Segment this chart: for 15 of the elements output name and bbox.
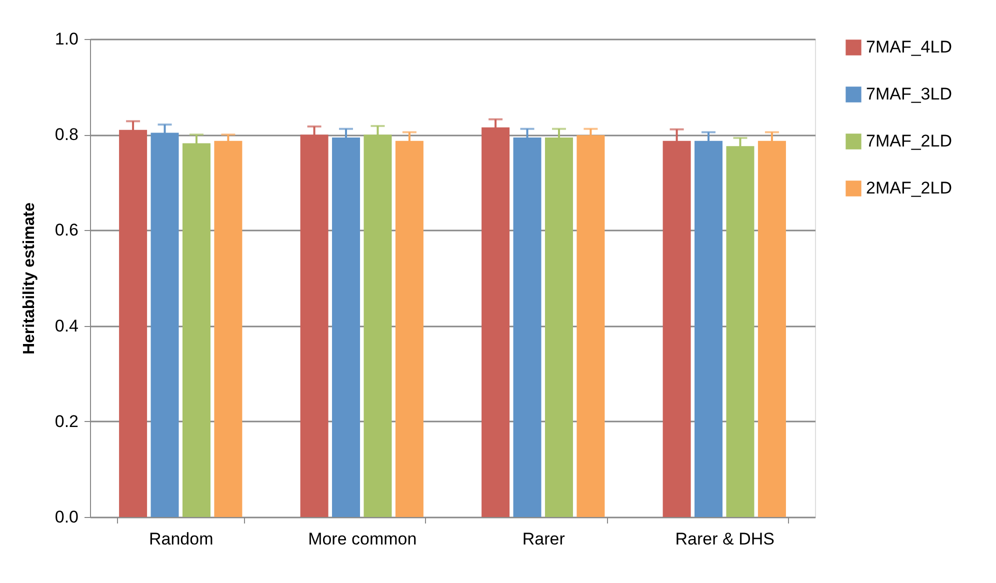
legend-label: 7MAF_4LD — [866, 38, 952, 56]
y-tick-label: 0.8 — [54, 125, 78, 144]
y-tick-label: 1.0 — [54, 30, 78, 48]
x-tick-label: Rarer & DHS — [675, 530, 774, 548]
y-tick-label: 0.0 — [54, 508, 78, 526]
x-tick-label: Rarer — [522, 530, 566, 548]
x-tick-label: Random — [148, 530, 214, 548]
y-tick-label: 0.4 — [54, 316, 78, 336]
x-tick-label: More common — [308, 530, 417, 548]
legend-label: 2MAF_2LD — [866, 178, 952, 198]
legend-label: 7MAF_2LD — [866, 132, 952, 150]
y-axis-title: Heritability estimate — [20, 202, 38, 355]
y-tick-label: 0.6 — [54, 220, 78, 240]
legend-label: 7MAF_3LD — [866, 84, 952, 104]
y-tick-label: 0.2 — [54, 412, 78, 431]
